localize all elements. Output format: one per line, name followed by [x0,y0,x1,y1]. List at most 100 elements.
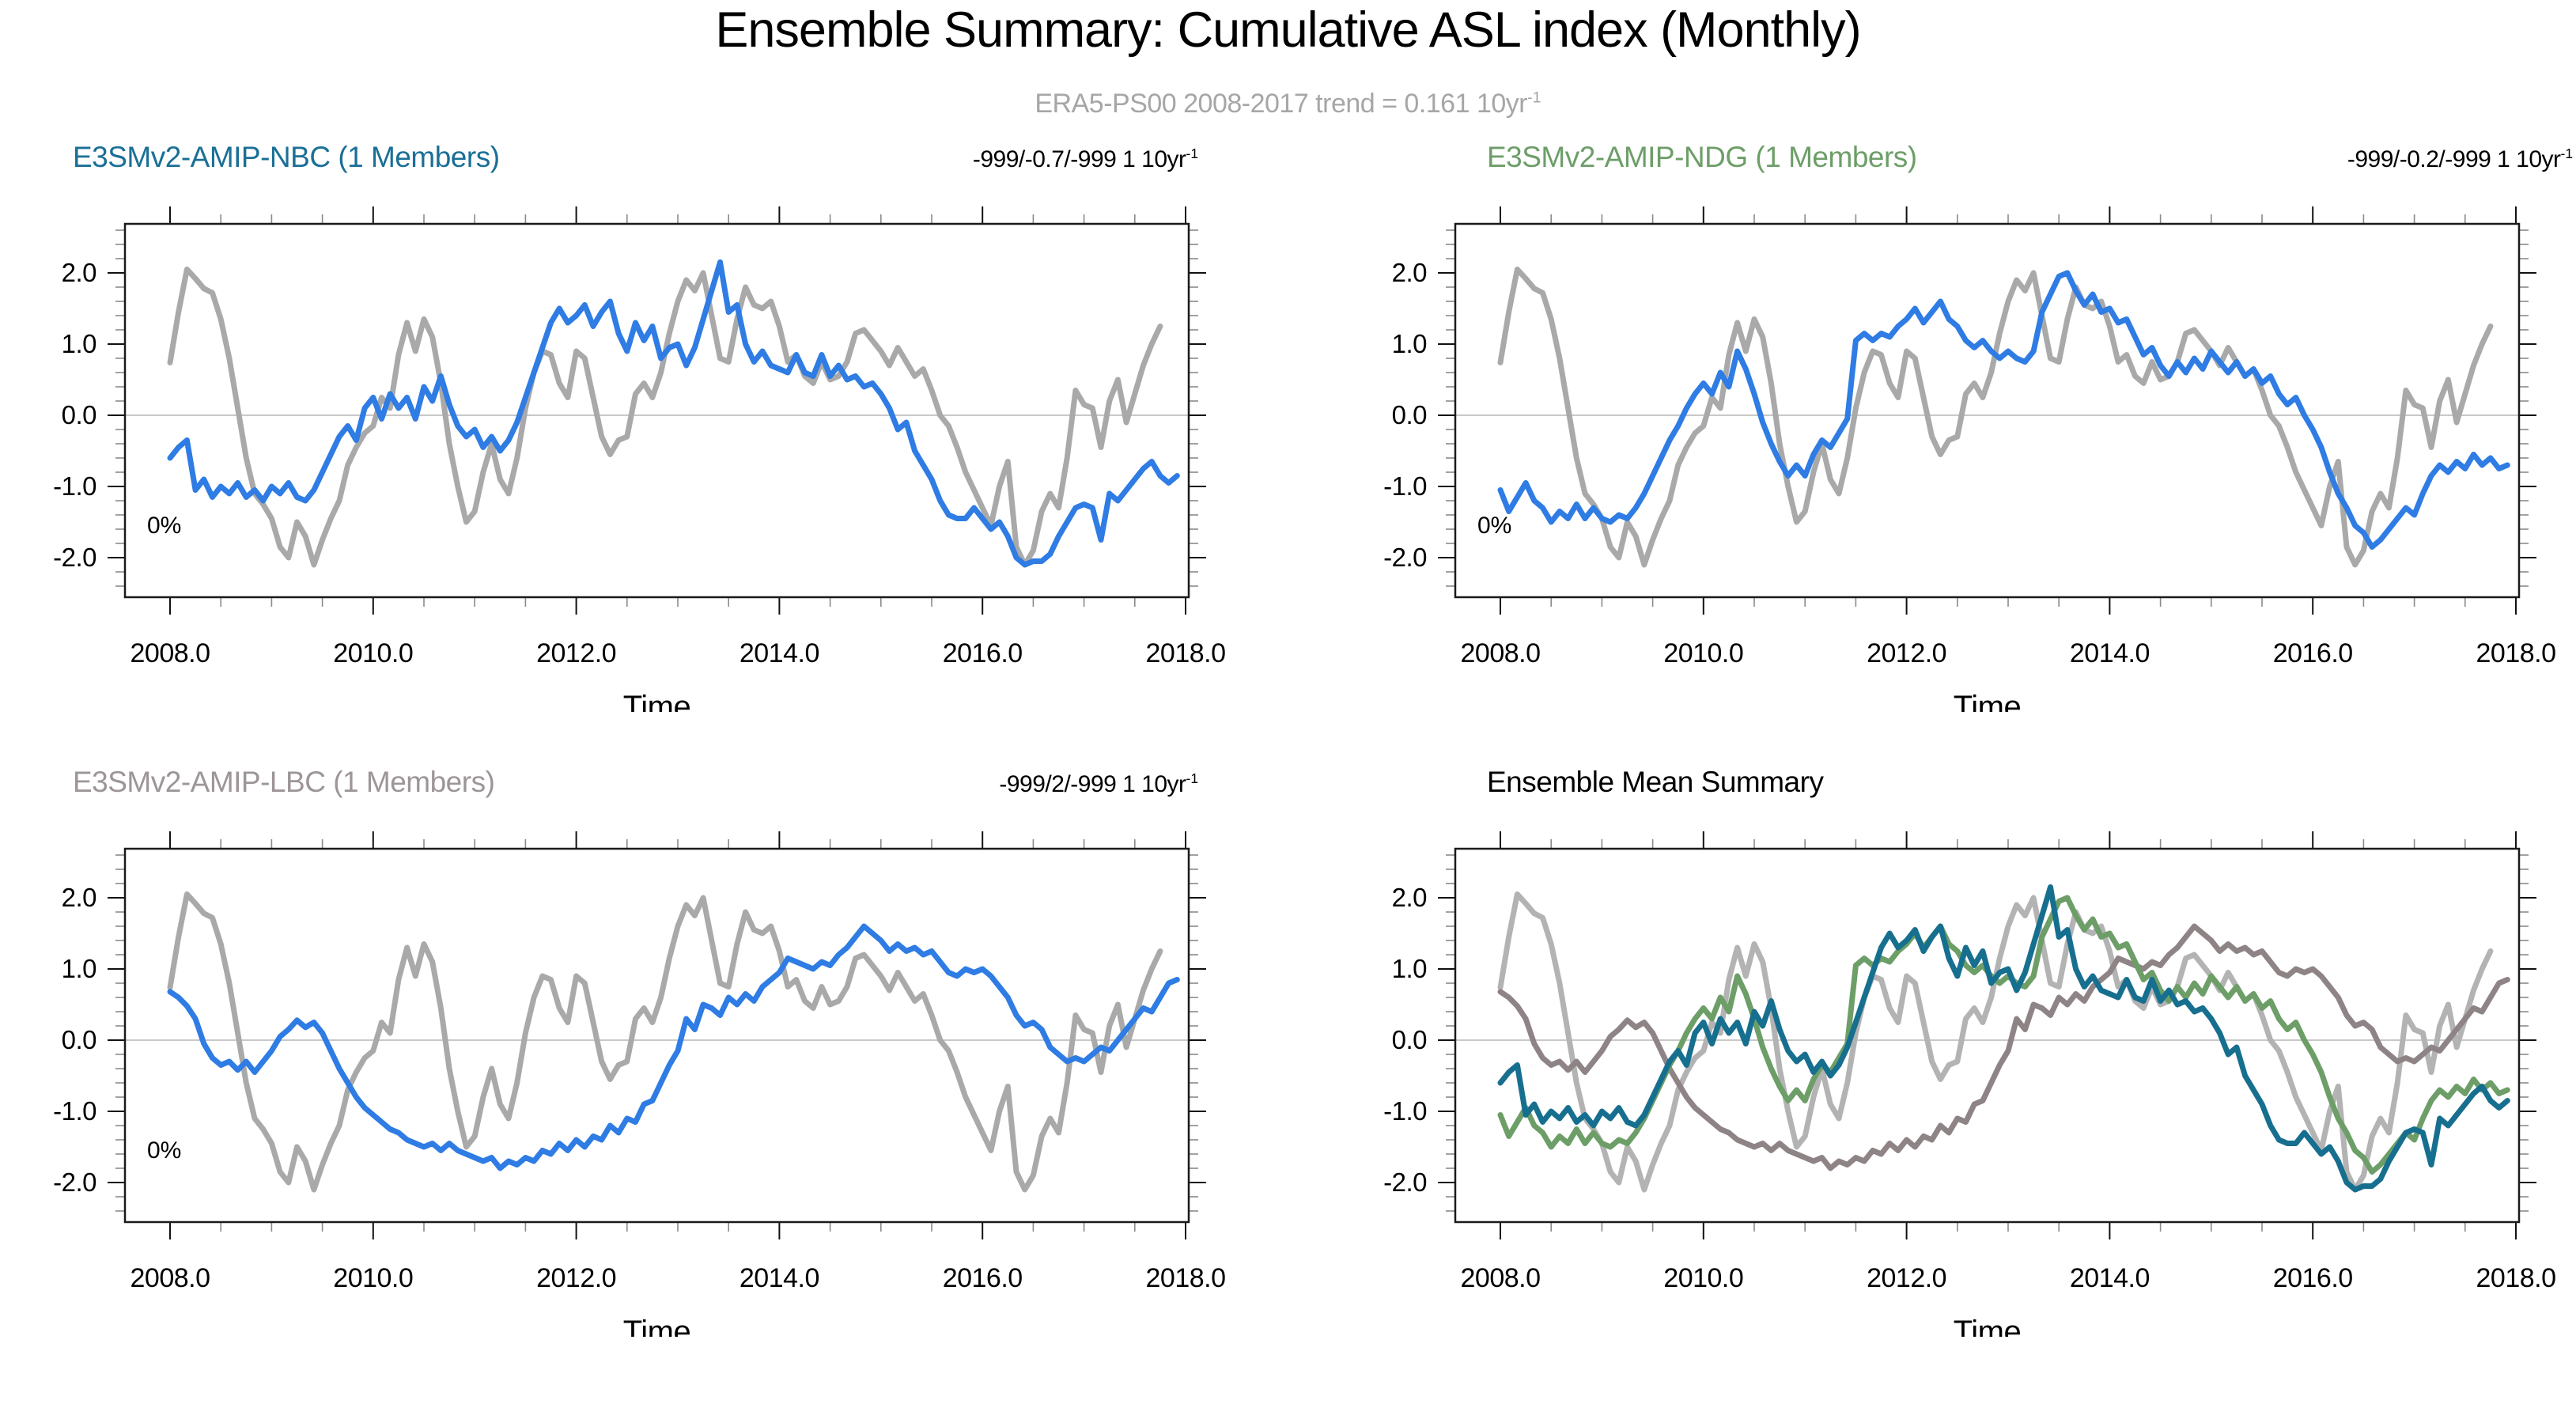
panel-trend-lbc: -999/2/-999 1 10yr-1 [999,770,1198,798]
axis-ticks [1438,206,2536,615]
x-tick-label: 2010.0 [1663,638,1743,668]
y-tick-label: 1.0 [1392,954,1428,983]
x-axis-title: Time [1954,690,2021,712]
x-axis-labels: 2008.0 2010.0 2012.0 2014.0 2016.0 2018.0 [1461,1263,2557,1293]
trend-superscript: -1 [1186,146,1198,161]
x-tick-label: 2014.0 [740,638,819,668]
plot-frame [1454,847,2521,1224]
axis-minor-ticks [1446,839,2529,1232]
axis-ticks [1438,831,2536,1239]
corner-label-percent: 0% [147,513,182,539]
x-tick-label: 2008.0 [1461,1263,1541,1293]
y-axis-labels: 2.0 1.0 0.0 -1.0 -2.0 [53,883,97,1197]
panel-header-bottom-left: E3SMv2-AMIP-LBC (1 Members) -999/2/-999 … [73,766,1198,799]
y-tick-label: 2.0 [1392,258,1428,287]
y-tick-label: -2.0 [1383,1167,1427,1197]
x-tick-label: 2018.0 [2476,638,2556,668]
y-tick-label: 0.0 [1392,400,1428,430]
x-tick-label: 2016.0 [2273,638,2353,668]
panel-trend-nbc: -999/-0.7/-999 1 10yr-1 [973,146,1198,173]
x-axis-labels: 2008.0 2010.0 2012.0 2014.0 2016.0 2018.0 [131,1263,1227,1293]
x-tick-label: 2012.0 [536,638,616,668]
figure-subtitle: ERA5-PS00 2008-2017 trend = 0.161 10yr-1 [0,89,2576,119]
trend-text: -999/-0.2/-999 1 10yr [2347,146,2561,172]
figure-title: Ensemble Summary: Cumulative ASL index (… [715,2,1861,58]
panel-top-right: 2.0 1.0 0.0 -1.0 -2.0 2008.0 2010.0 2012.0 2014.… [1330,190,2576,712]
series-line-era5 [167,267,1163,568]
series-line-era5 [1497,267,2494,568]
y-tick-label: -1.0 [1383,1096,1427,1126]
y-tick-label: -2.0 [53,543,96,572]
y-tick-label: 1.0 [62,329,97,358]
x-axis-labels: 2008.0 2010.0 2012.0 2014.0 2016.0 2018.0 [131,638,1227,668]
x-tick-label: 2010.0 [1663,1263,1743,1293]
x-tick-label: 2018.0 [1146,638,1226,668]
x-tick-label: 2016.0 [943,638,1023,668]
x-axis-title: Time [623,690,690,712]
trend-superscript: -1 [2560,146,2573,161]
x-tick-label: 2016.0 [943,1263,1023,1293]
plot-frame [123,847,1190,1224]
x-axis-title: Time [1954,1315,2021,1337]
y-tick-label: -2.0 [1383,543,1427,572]
series-line-era5 [1497,891,2494,1193]
y-tick-label: 2.0 [1392,883,1428,912]
panel-title-nbc: E3SMv2-AMIP-NBC (1 Members) [73,141,500,173]
x-tick-label: 2018.0 [2476,1263,2556,1293]
trend-text: -999/2/-999 1 10yr [999,771,1186,797]
axis-ticks [108,831,1206,1239]
x-tick-label: 2008.0 [131,638,210,668]
panel-bottom-right: 2.0 1.0 0.0 -1.0 -2.0 2008.0 2010.0 2012.0 2014.… [1330,815,2576,1337]
panel-header-bottom-right: Ensemble Mean Summary [1487,766,2573,799]
x-tick-label: 2014.0 [740,1263,819,1293]
panel-title-lbc: E3SMv2-AMIP-LBC (1 Members) [73,766,495,798]
y-tick-label: 1.0 [62,954,97,983]
panel-header-top-left: E3SMv2-AMIP-NBC (1 Members) -999/-0.7/-9… [73,141,1198,174]
y-axis-labels: 2.0 1.0 0.0 -1.0 -2.0 [1383,883,1428,1197]
y-axis-labels: 2.0 1.0 0.0 -1.0 -2.0 [53,258,97,572]
x-tick-label: 2016.0 [2273,1263,2353,1293]
plot-bottom-right: 2.0 1.0 0.0 -1.0 -2.0 2008.0 2010.0 2012.0 2014.… [1383,831,2557,1337]
y-axis-labels: 2.0 1.0 0.0 -1.0 -2.0 [1383,258,1428,572]
figure-subtitle-text: ERA5-PS00 2008-2017 trend = 0.161 10yr [1035,89,1528,119]
plot-top-left: 2.0 1.0 0.0 -1.0 -2.0 2008.0 2010.0 2012.0 2014.… [53,206,1227,712]
panel-title-ndg: E3SMv2-AMIP-NDG (1 Members) [1487,141,1917,173]
panel-trend-ndg: -999/-0.2/-999 1 10yr-1 [2347,146,2573,173]
x-tick-label: 2012.0 [1867,638,1946,668]
axis-minor-ticks [1446,214,2529,607]
plot-frame [1454,222,2521,599]
y-tick-label: 0.0 [62,400,97,430]
series-line-lbc [1497,923,2510,1171]
x-tick-label: 2008.0 [1461,638,1541,668]
series-line-era5 [167,891,1163,1193]
y-tick-label: -1.0 [53,1096,96,1126]
x-axis-labels: 2008.0 2010.0 2012.0 2014.0 2016.0 2018.0 [1461,638,2557,668]
x-tick-label: 2014.0 [2070,638,2150,668]
y-tick-label: 0.0 [1392,1025,1428,1054]
trend-superscript: -1 [1186,770,1198,786]
series-line-nbc [1497,884,2510,1193]
plot-top-right: 2.0 1.0 0.0 -1.0 -2.0 2008.0 2010.0 2012.0 2014.… [1383,206,2557,712]
axis-ticks [108,206,1206,615]
corner-label-percent: 0% [147,1137,182,1164]
x-tick-label: 2012.0 [1867,1263,1946,1293]
y-tick-label: 2.0 [62,883,97,912]
panel-header-top-right: E3SMv2-AMIP-NDG (1 Members) -999/-0.2/-9… [1487,141,2573,174]
y-tick-label: -1.0 [1383,471,1427,501]
y-tick-label: -1.0 [53,471,96,501]
series-line-lbc [167,923,1180,1171]
panel-title-ensemble-mean: Ensemble Mean Summary [1487,766,1824,798]
y-tick-label: -2.0 [53,1167,96,1197]
panel-bottom-left: 2.0 1.0 0.0 -1.0 -2.0 2008.0 2010.0 2012.0 2014.… [0,815,1281,1337]
axis-minor-ticks [115,839,1198,1232]
corner-label-percent: 0% [1477,513,1512,539]
x-tick-label: 2014.0 [2070,1263,2150,1293]
y-tick-label: 0.0 [62,1025,97,1054]
x-tick-label: 2010.0 [333,1263,413,1293]
x-tick-label: 2018.0 [1146,1263,1226,1293]
x-tick-label: 2012.0 [536,1263,616,1293]
trend-text: -999/-0.7/-999 1 10yr [972,146,1186,172]
series-line-nbc [167,259,1180,568]
plot-bottom-left: 2.0 1.0 0.0 -1.0 -2.0 2008.0 2010.0 2012.0 2014.… [53,831,1227,1337]
